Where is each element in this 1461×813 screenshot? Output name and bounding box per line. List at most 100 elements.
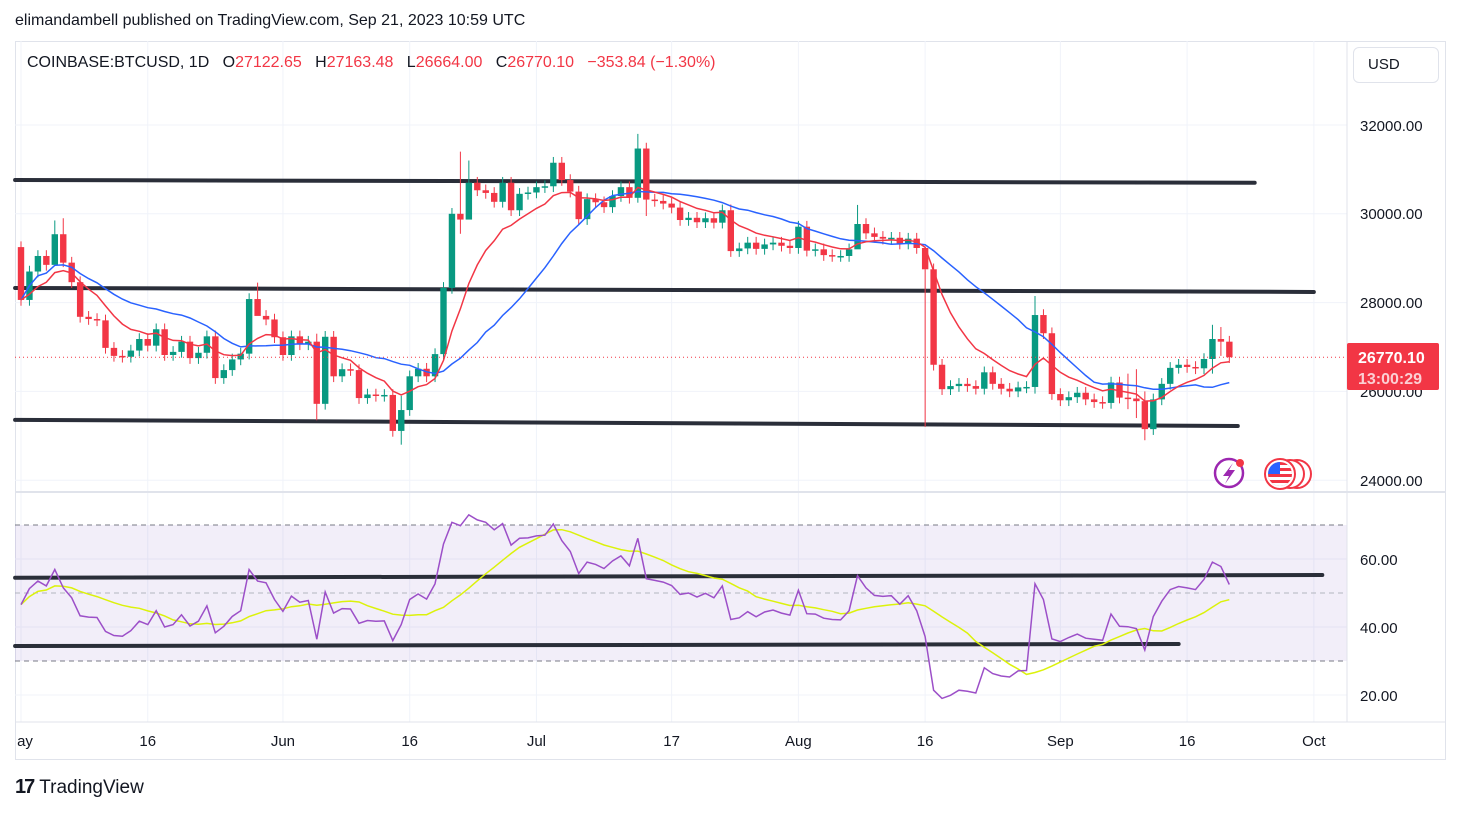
candle <box>1057 388 1064 407</box>
candle-body <box>862 224 870 234</box>
time-tick: 16 <box>401 733 418 750</box>
candle <box>381 389 388 402</box>
currency-button[interactable]: USD <box>1353 47 1439 83</box>
open-label: O <box>222 54 236 71</box>
candle <box>313 333 320 421</box>
ema-line <box>20 186 1230 402</box>
candle <box>1090 393 1098 408</box>
candle <box>457 151 464 234</box>
candle-body <box>102 320 109 348</box>
candle <box>668 197 675 214</box>
candle <box>1031 295 1039 394</box>
candle-body <box>1167 367 1174 384</box>
price-tick: 24000.00 <box>1360 473 1423 490</box>
candle-body <box>1065 397 1072 401</box>
candle <box>1040 309 1047 340</box>
price-tick: 28000.00 <box>1360 295 1423 312</box>
sma-line <box>20 190 1230 390</box>
candle <box>491 187 498 208</box>
candle-body <box>457 213 464 220</box>
footer: 17 TradingView <box>15 776 144 799</box>
candle-body <box>186 341 194 359</box>
candle-body <box>499 182 506 202</box>
price-trendline <box>13 285 1316 294</box>
candle-body <box>406 376 413 411</box>
candle-body <box>871 233 878 237</box>
candle-body <box>43 255 50 265</box>
symbol-label[interactable]: COINBASE:BTCUSD, 1D <box>27 54 210 71</box>
candle <box>271 313 278 344</box>
candle <box>406 370 413 416</box>
candle-body <box>955 383 963 387</box>
candle <box>1167 362 1174 390</box>
candle <box>736 242 743 257</box>
candle <box>102 314 109 354</box>
candle-body <box>110 347 118 356</box>
candle-body <box>617 187 625 197</box>
candle <box>330 331 337 383</box>
candle-body <box>448 213 456 288</box>
candle <box>1074 386 1081 403</box>
candle <box>837 250 844 262</box>
candle-body <box>981 372 988 389</box>
candle <box>482 184 489 199</box>
candle <box>930 263 937 371</box>
candle-body <box>372 394 380 397</box>
candle <box>845 243 853 262</box>
candle <box>676 201 684 226</box>
candle <box>347 363 354 376</box>
candle <box>1065 391 1072 407</box>
candle-body <box>262 315 270 320</box>
candle-body <box>144 339 151 346</box>
candle <box>1141 391 1149 441</box>
change-value: −353.84 (−1.30%) <box>587 54 716 71</box>
candle-body <box>431 354 439 377</box>
footer-brand[interactable]: TradingView <box>39 776 144 798</box>
high-label: H <box>315 54 327 71</box>
last-price: 26770.10 <box>1358 350 1425 367</box>
candle <box>575 185 582 225</box>
publish-info: elimandambell published on TradingView.c… <box>15 12 526 29</box>
candle-body <box>1090 399 1098 403</box>
ohlc-legend: COINBASE:BTCUSD, 1D O27122.65 H27163.48 … <box>27 54 716 72</box>
candle <box>448 208 456 294</box>
candle-body <box>1150 399 1157 430</box>
candle-body <box>119 355 126 358</box>
candle <box>161 323 168 361</box>
candle-body <box>660 200 667 204</box>
candle-body <box>854 224 861 250</box>
candle <box>127 344 135 363</box>
candle-body <box>719 210 726 223</box>
candle <box>888 232 895 245</box>
candle-body <box>727 210 734 252</box>
candle <box>398 395 405 445</box>
candle <box>136 333 143 357</box>
us-flag-icon[interactable] <box>1264 458 1312 490</box>
time-tick: 16 <box>917 733 934 750</box>
candle-body <box>879 236 887 239</box>
candle <box>1183 358 1191 373</box>
tradingview-logo-icon: 17 <box>15 776 35 798</box>
candle <box>719 204 726 229</box>
candle <box>60 218 67 268</box>
candle-body <box>1107 382 1115 403</box>
candle <box>229 353 236 376</box>
candle <box>474 176 481 197</box>
candle <box>1175 358 1182 374</box>
candle-body <box>313 341 320 404</box>
bar-countdown: 13:00:29 <box>1358 371 1422 388</box>
candle <box>651 193 658 207</box>
candle-body <box>1031 315 1039 387</box>
candle-body <box>685 217 692 221</box>
candle <box>1158 378 1165 406</box>
candle-body <box>989 372 996 384</box>
candle <box>761 238 768 255</box>
candle-body <box>322 336 329 404</box>
rsi-lines <box>20 513 1230 700</box>
candle-body <box>85 316 92 320</box>
candle <box>178 335 185 358</box>
candle <box>1023 381 1030 394</box>
lightning-icon[interactable] <box>1213 457 1245 489</box>
candle-body <box>769 242 777 245</box>
